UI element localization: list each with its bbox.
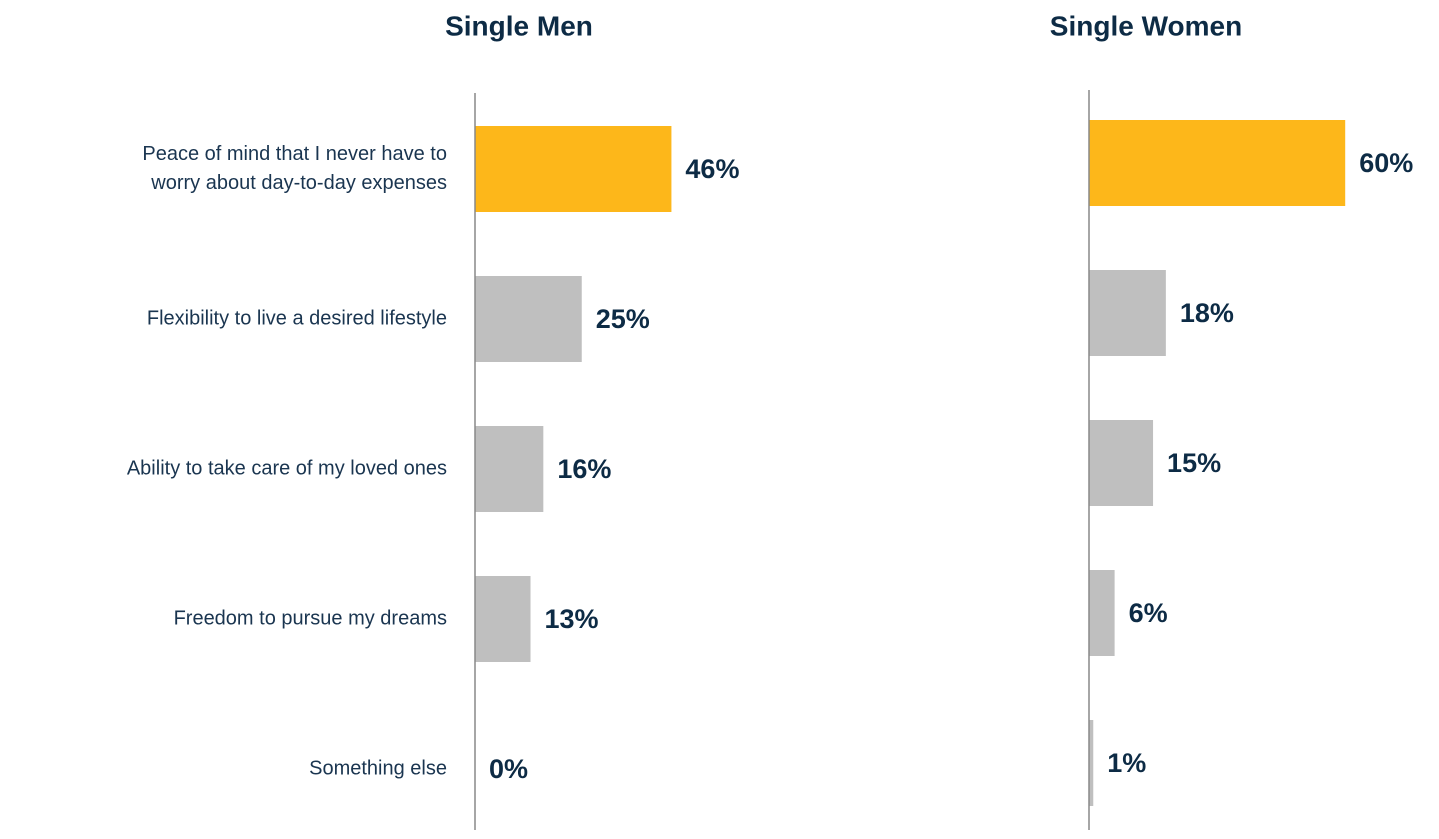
bar	[1089, 270, 1166, 356]
category-label: Ability to take care of my loved ones	[126, 457, 447, 480]
bar	[475, 276, 582, 362]
bar	[475, 426, 544, 512]
category-label: Flexibility to live a desired lifestyle	[146, 307, 447, 330]
data-label: 46%	[685, 154, 739, 184]
chart-title: Single Men	[445, 10, 593, 41]
category-label: Peace of mind that I never have to worry…	[142, 143, 447, 194]
data-label: 60%	[1359, 148, 1413, 178]
data-label: 0%	[489, 754, 528, 784]
bar	[1089, 420, 1154, 506]
bar	[1089, 120, 1346, 206]
bar	[1089, 720, 1094, 806]
bar	[475, 576, 531, 662]
data-label: 25%	[596, 304, 650, 334]
data-label: 6%	[1129, 598, 1168, 628]
data-label: 1%	[1107, 748, 1146, 778]
data-label: 15%	[1167, 448, 1221, 478]
data-label: 16%	[557, 454, 611, 484]
data-label: 13%	[545, 604, 599, 634]
bar	[1089, 570, 1115, 656]
category-label: Freedom to pursue my dreams	[173, 607, 447, 630]
chart-title: Single Women	[1050, 10, 1242, 41]
category-label: Something else	[309, 757, 447, 780]
bar	[475, 126, 672, 212]
data-label: 18%	[1180, 298, 1234, 328]
